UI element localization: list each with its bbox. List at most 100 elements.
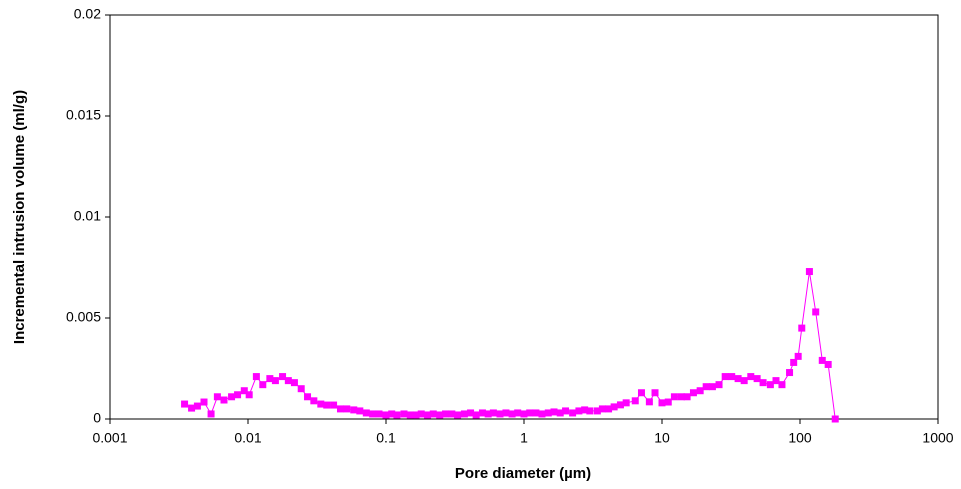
x-tick-label: 10 [654,430,670,446]
x-tick-label: 0.01 [234,430,261,446]
data-point [790,358,798,366]
data-point [651,389,659,397]
x-tick-label: 1000 [922,430,953,446]
data-point [538,410,546,418]
data-point [514,409,522,417]
data-point [220,396,228,404]
data-point [610,403,618,411]
data-point [798,324,806,332]
data-point [252,373,260,381]
data-point [677,393,685,401]
data-point [605,405,613,413]
data-point [715,381,723,389]
data-point [442,410,450,418]
y-tick-label: 0 [93,410,101,426]
data-point [436,411,444,419]
data-point [593,407,601,415]
y-axis-title: Incremental intrusion volume (ml/g) [11,90,28,344]
data-point [569,409,577,417]
data-point [284,377,292,385]
data-point [766,381,774,389]
data-point [562,407,570,415]
data-point [670,393,678,401]
data-point [375,410,383,418]
data-point [794,352,802,360]
data-point [772,377,780,385]
data-point [818,356,826,364]
data-point [400,410,408,418]
data-point [188,404,196,412]
data-point [369,410,377,418]
data-point [696,387,704,395]
data-point [343,405,351,413]
data-point [508,410,516,418]
data-point [831,415,839,423]
data-point [708,383,716,391]
data-point [323,401,331,409]
data-point [240,387,248,395]
data-point [575,407,583,415]
y-tick-label: 0.015 [66,107,101,123]
data-point [496,410,504,418]
data-point [310,397,318,405]
data-point [702,383,710,391]
data-point [271,377,279,385]
data-point [356,407,364,415]
data-point [740,377,748,385]
data-point [734,375,742,383]
data-point [689,389,697,397]
data-point [526,409,534,417]
data-point [520,410,528,418]
data-point [484,410,492,418]
data-point [406,411,414,419]
data-point [393,411,401,419]
data-point [478,409,486,417]
y-tick-label: 0.005 [66,309,101,325]
data-point [598,405,606,413]
data-point [412,411,420,419]
series-line [184,271,836,420]
data-point [502,409,510,417]
data-point [550,408,558,416]
data-point [317,400,325,408]
data-point [181,400,189,408]
y-tick-label: 0.02 [74,6,101,22]
data-point [581,406,589,414]
data-point [616,401,624,409]
data-point [786,369,794,377]
x-tick-label: 0.001 [92,430,127,446]
data-point [586,407,594,415]
data-point [721,373,729,381]
data-point [279,373,287,381]
data-point [658,399,666,407]
data-point [388,410,396,418]
data-point [824,360,832,368]
data-point [454,411,462,419]
data-point [683,393,691,401]
data-point [448,410,456,418]
data-point [460,410,468,418]
data-point [747,373,755,381]
data-point [200,398,208,406]
data-point [631,397,639,405]
data-point [728,373,736,381]
y-tick-label: 0.01 [74,208,101,224]
data-point [472,411,480,419]
data-point [424,411,432,419]
data-point [532,409,540,417]
data-point [259,381,267,389]
data-point [489,409,497,417]
plot-frame [109,14,939,420]
x-tick-label: 0.1 [376,430,396,446]
data-point [805,268,813,276]
data-point [429,410,437,418]
data-point [290,379,298,387]
x-tick-label: 100 [788,430,812,446]
data-point [778,381,786,389]
data-point [556,409,564,417]
data-point [297,385,305,393]
data-point [637,389,645,397]
data-point [245,391,253,399]
data-point [544,409,552,417]
